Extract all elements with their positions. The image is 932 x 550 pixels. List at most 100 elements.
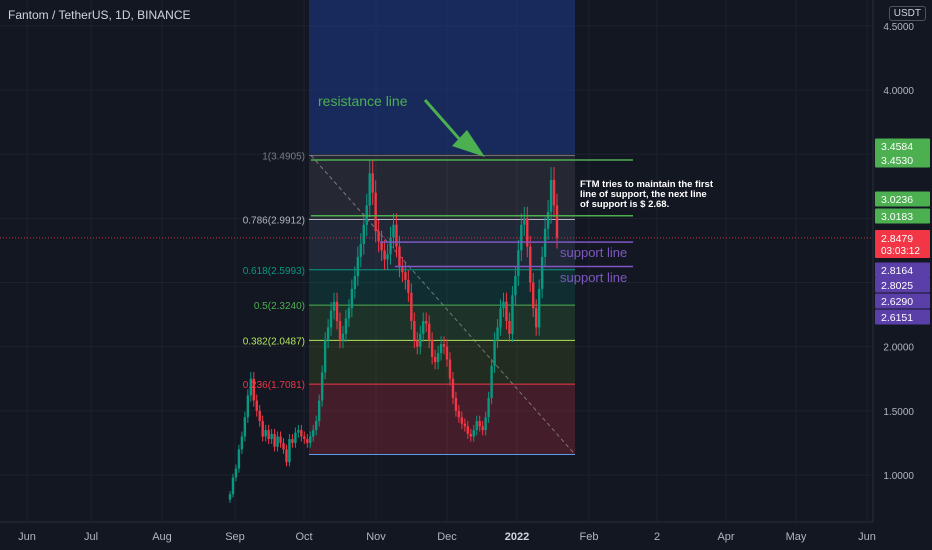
candle-body — [493, 340, 496, 366]
candle-body — [466, 426, 470, 434]
candle-body — [523, 218, 526, 225]
candle-body — [267, 430, 270, 440]
currency-badge[interactable]: USDT — [888, 6, 926, 21]
candle-body — [555, 205, 559, 238]
candle-body — [457, 410, 461, 418]
candle-body — [398, 246, 401, 268]
candle-body — [475, 421, 478, 431]
candle-body — [383, 250, 386, 260]
x-tick-label: Aug — [152, 531, 172, 543]
candle-body — [315, 421, 318, 431]
candle-body — [520, 224, 523, 251]
candle-body — [243, 417, 247, 437]
x-tick-label: 2022 — [505, 531, 529, 543]
candle-body — [395, 224, 398, 247]
candle-body — [306, 439, 309, 443]
candle-body — [234, 468, 238, 478]
candle-body — [478, 421, 481, 427]
fib-trend-line — [310, 155, 576, 455]
candle-body — [326, 327, 330, 341]
candle-body — [291, 439, 294, 443]
candle-body — [371, 173, 374, 193]
fib-level-label: 0.236(1.7081) — [243, 380, 305, 391]
candle-body — [422, 321, 425, 334]
time-axis-bg — [0, 522, 932, 550]
price-label-box — [875, 152, 930, 168]
fib-zone — [309, 384, 575, 455]
x-tick-label: Sep — [225, 531, 245, 543]
candle-body — [532, 282, 535, 309]
price-label-box — [875, 138, 930, 154]
candle-body — [347, 308, 351, 319]
candle-body — [317, 400, 321, 422]
candle-body — [312, 430, 315, 437]
candle-body — [404, 272, 407, 280]
candle-body — [508, 321, 511, 334]
candle-body — [362, 224, 365, 244]
resistance-label: resistance line — [318, 93, 408, 109]
price-label-text: 2.8479 — [881, 233, 913, 245]
candle-body — [237, 449, 241, 469]
candle-body — [279, 436, 282, 443]
candle-body — [282, 442, 285, 450]
price-label-box — [875, 309, 930, 325]
candle-body — [529, 246, 532, 283]
candle-body — [392, 224, 395, 238]
candle-body — [356, 256, 360, 277]
fib-level-label: 0.382(2.0487) — [243, 336, 305, 347]
candle-body — [469, 433, 472, 437]
candle-body — [511, 295, 514, 334]
candle-body — [261, 421, 264, 437]
candle-body — [472, 430, 475, 437]
support-line-label-2: support line — [560, 270, 627, 285]
y-tick-label: 1.0000 — [883, 471, 914, 482]
price-label-text: 2.6290 — [881, 296, 913, 308]
x-tick-label: Jul — [84, 531, 98, 543]
candle-body — [514, 276, 517, 296]
candle-body — [240, 436, 244, 450]
price-label-text: 2.8025 — [881, 280, 913, 292]
candle-body — [288, 439, 291, 463]
candle-body — [502, 301, 505, 309]
candle-body — [537, 288, 541, 328]
candle-body — [451, 378, 455, 398]
candle-body — [252, 378, 255, 401]
x-tick-label: Jun — [18, 531, 36, 543]
candle-body — [341, 333, 345, 341]
candle-body — [416, 340, 419, 347]
candle-body — [228, 494, 232, 500]
candle-body — [425, 321, 428, 324]
candle-body — [430, 340, 434, 357]
arrow-shaft — [423, 99, 464, 143]
candle-body — [359, 244, 362, 257]
candle-body — [436, 353, 440, 363]
candle-body — [285, 449, 288, 463]
candle-body — [499, 308, 502, 328]
y-tick-label: 1.5000 — [883, 407, 914, 418]
candle-body — [552, 179, 556, 206]
candle-body — [445, 346, 449, 360]
fib-level-label: 0.618(2.5993) — [243, 266, 305, 277]
price-label-text: 2.6151 — [881, 312, 913, 324]
candle-body — [540, 256, 544, 289]
fib-zone — [309, 219, 575, 270]
candle-body — [332, 301, 336, 311]
candle-body — [410, 292, 413, 321]
candle-body — [439, 344, 443, 354]
fib-zone — [309, 305, 575, 341]
chart-title: Fantom / TetherUS, 1D, BINANCE — [8, 8, 191, 22]
x-tick-label: Apr — [717, 531, 734, 543]
candle-body — [517, 250, 520, 277]
price-label-countdown: 03:03:12 — [881, 246, 920, 257]
candle-body — [460, 417, 464, 424]
candle-body — [496, 327, 499, 341]
candle-body — [303, 436, 306, 440]
x-tick-label: Jun — [858, 531, 876, 543]
candle-body — [484, 417, 487, 431]
candle-body — [546, 211, 550, 229]
candle-body — [338, 321, 342, 341]
support-line-label-1: support line — [560, 245, 627, 260]
y-tick-label: 2.0000 — [883, 343, 914, 354]
candle-body — [481, 426, 484, 431]
